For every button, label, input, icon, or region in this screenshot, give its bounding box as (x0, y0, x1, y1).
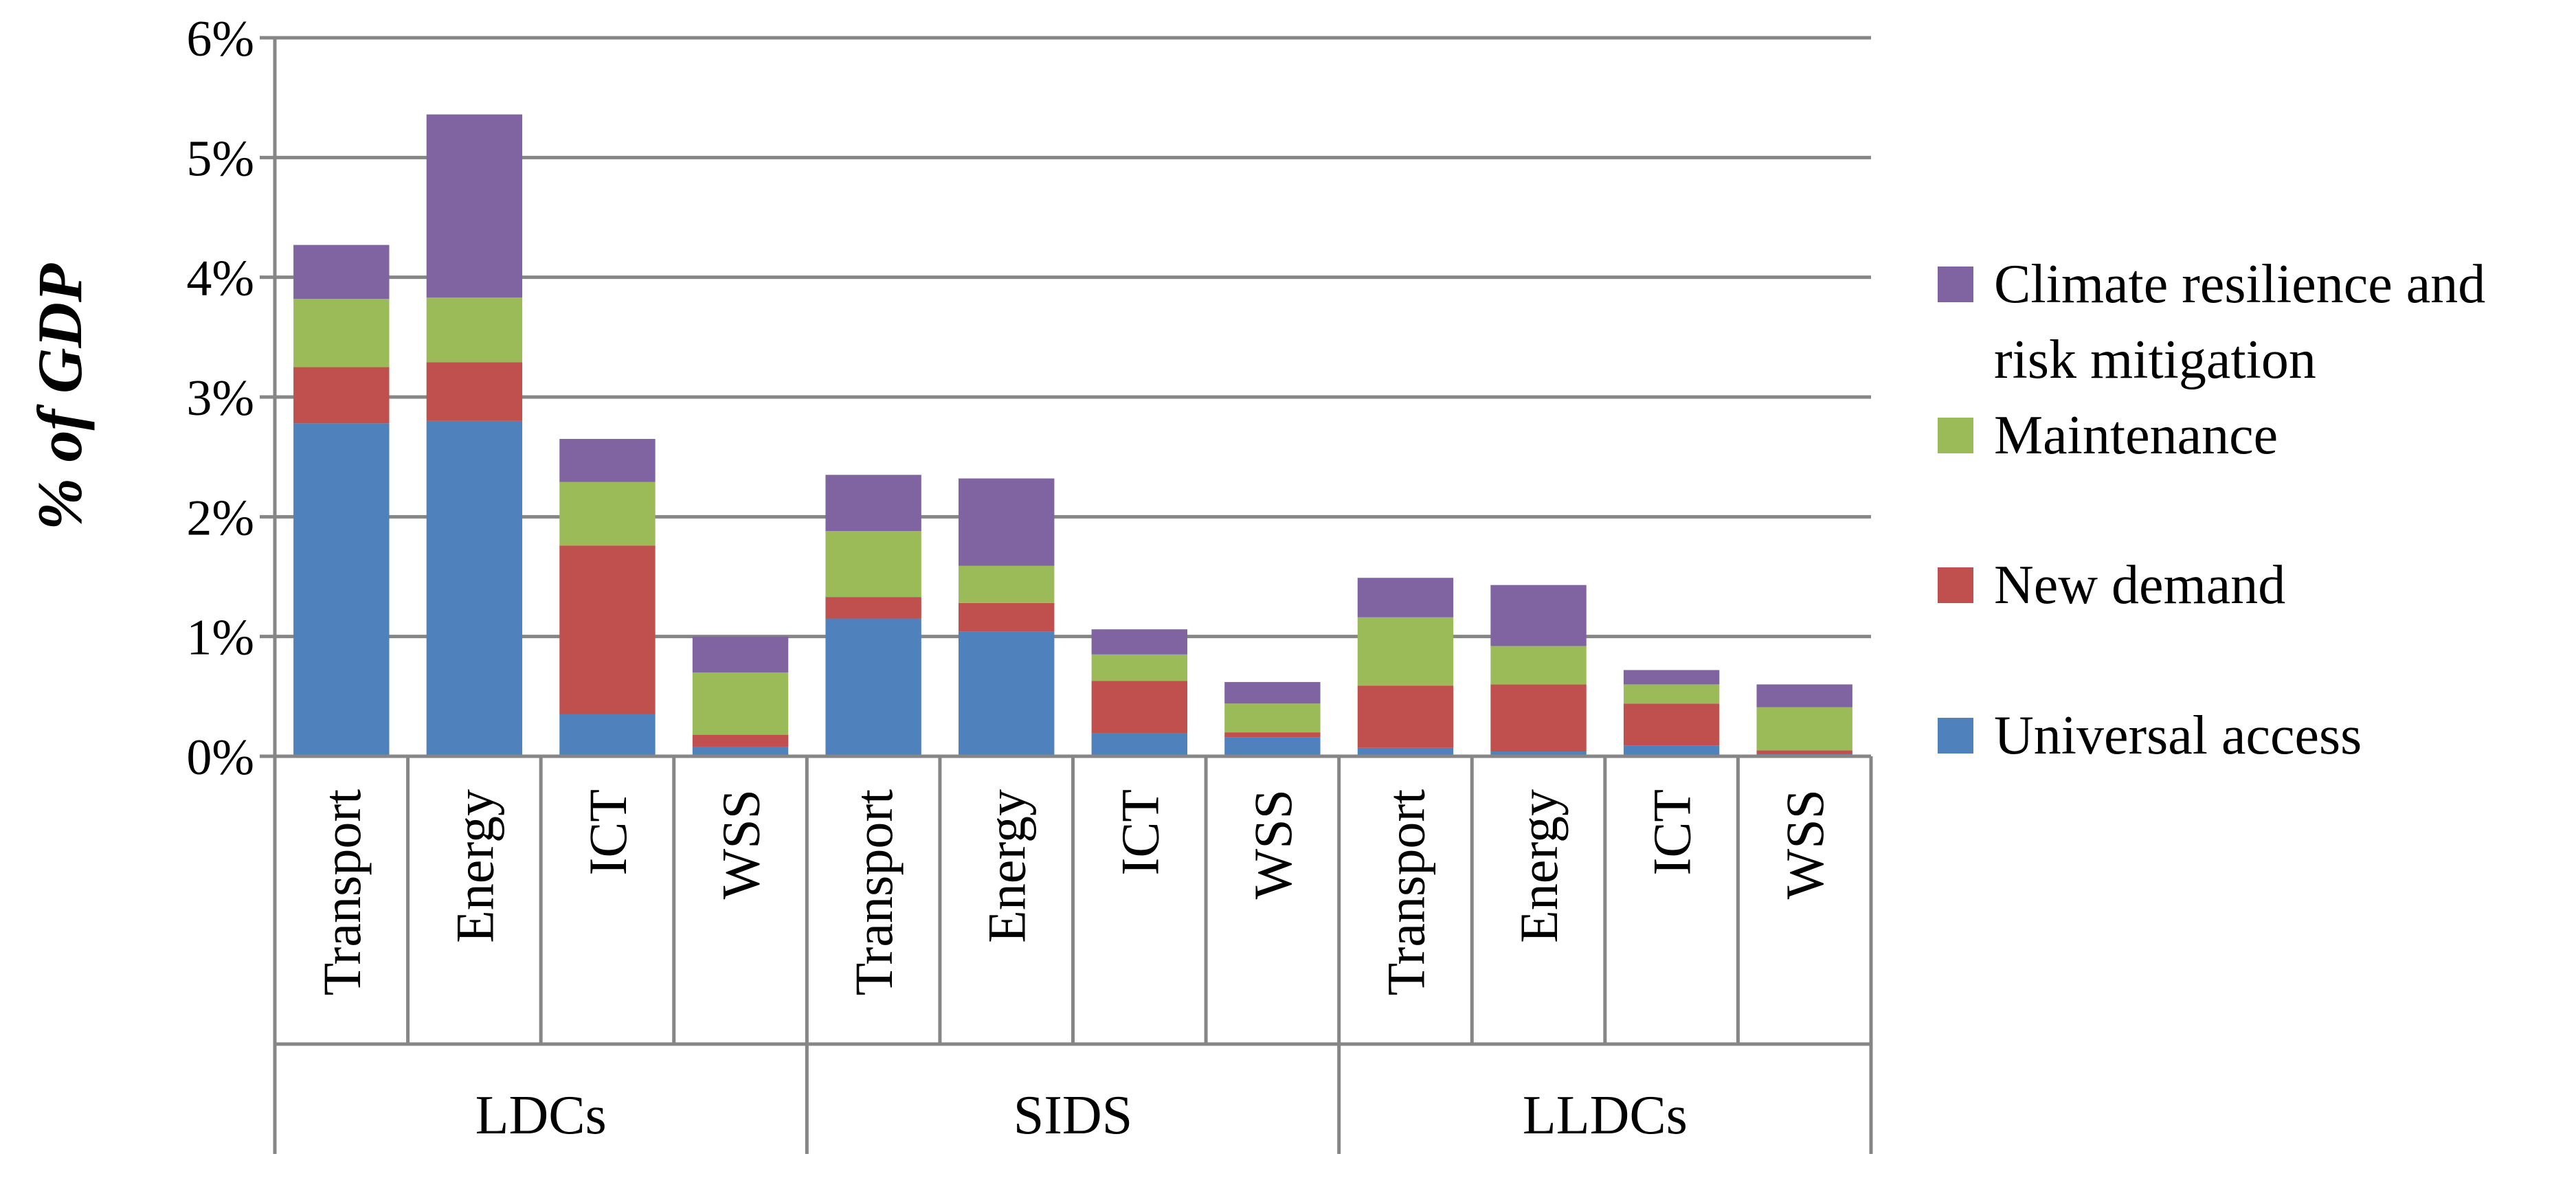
bar-segment (426, 297, 523, 363)
legend-swatch (1938, 267, 1973, 302)
x-category-label: Energy (445, 789, 504, 943)
bar-segment (959, 602, 1055, 632)
x-group-label: LLDCs (1523, 1085, 1688, 1146)
bar-segment (825, 531, 921, 598)
y-axis-label: % of GDP (25, 263, 95, 530)
bar-segment (1224, 703, 1321, 733)
legend-swatch (1938, 718, 1973, 754)
x-category-label: Energy (977, 789, 1037, 943)
y-tick-label: 6% (186, 11, 254, 67)
y-tick-label: 5% (186, 131, 254, 187)
bar-segment (1224, 681, 1321, 704)
bar-segment (426, 420, 523, 756)
bar-segment (293, 299, 390, 367)
bar-segment (559, 545, 656, 714)
x-category-label: WSS (711, 789, 771, 899)
bar-segment (1357, 747, 1454, 756)
y-tick-label: 4% (186, 251, 254, 307)
x-category-label: ICT (1110, 789, 1169, 876)
bar-segment (1357, 686, 1454, 748)
y-tick-label: 0% (186, 729, 254, 786)
x-category-label: ICT (1642, 789, 1702, 876)
bar-segment (559, 714, 656, 756)
bar-segment (1756, 707, 1852, 751)
bar-segment (559, 482, 656, 546)
bar-segment (559, 439, 656, 482)
x-category-label: WSS (1775, 789, 1835, 899)
bar-segment (1091, 654, 1187, 681)
bar-segment (959, 478, 1055, 566)
legend-swatch (1938, 567, 1973, 603)
bar-segment (959, 565, 1055, 603)
bar-segment (825, 618, 921, 756)
bar-segment (1756, 750, 1852, 754)
bar-segment (1357, 617, 1454, 686)
bar-segment (959, 631, 1055, 756)
bar-segment (1623, 703, 1720, 746)
x-group-label: SIDS (1013, 1085, 1132, 1146)
legend-label: Maintenance (1994, 405, 2278, 466)
bar-segment (692, 636, 789, 672)
bar-segment (1623, 670, 1720, 685)
bar-segment (293, 245, 390, 299)
gridlines (275, 36, 1871, 758)
bar-segment (1490, 585, 1587, 646)
x-category-label: Transport (312, 789, 372, 996)
bar-segment (692, 747, 789, 756)
x-category-label: ICT (578, 789, 638, 876)
bar-segment (1623, 745, 1720, 756)
legend-label: Climate resilience and risk mitigation (1994, 254, 2485, 390)
y-tick-label: 3% (186, 370, 254, 427)
bar-segment (1357, 578, 1454, 618)
legend-swatch (1938, 418, 1973, 453)
bar-segment (1623, 684, 1720, 704)
axes: 0% 1% 2% 3% 4% 5% 6% % of GDP Transport Energy ICT… (25, 11, 1873, 1154)
bar-segment (692, 672, 789, 735)
bar-segment (1091, 733, 1187, 756)
bar-segment (692, 734, 789, 747)
bar-segment (426, 114, 523, 298)
x-group-label: LDCs (475, 1085, 607, 1146)
legend-label: New demand (1994, 555, 2285, 615)
y-tick-label: 2% (186, 490, 254, 546)
bar-segment (293, 423, 390, 756)
x-category-label: Transport (1376, 789, 1435, 996)
bar-segment (426, 362, 523, 421)
bar-segment (1756, 684, 1852, 707)
bar-segment (1490, 751, 1587, 756)
x-category-label: Energy (1509, 789, 1569, 943)
bar-segment (1490, 684, 1587, 752)
bar-segment (1091, 681, 1187, 734)
legend-label: Universal access (1994, 705, 2362, 766)
bar-segment (1490, 646, 1587, 685)
bar-segment (293, 367, 390, 424)
bar-segment (1091, 629, 1187, 655)
y-tick-label: 1% (186, 610, 254, 666)
bar-segment (825, 597, 921, 619)
x-category-label: Transport (844, 789, 904, 996)
bar-segment (1224, 732, 1321, 738)
bar-segment (825, 475, 921, 532)
x-category-label: WSS (1243, 789, 1303, 899)
legend: Climate resilience and risk mitigation Mai… (1938, 254, 2485, 766)
bars (293, 114, 1852, 756)
bar-segment (1224, 737, 1321, 756)
